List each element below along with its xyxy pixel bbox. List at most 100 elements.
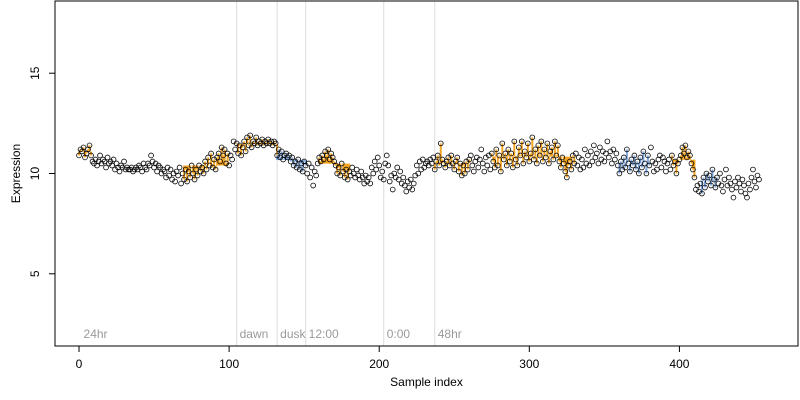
data-points — [76, 132, 762, 201]
data-point — [522, 148, 528, 155]
x-tick-label: 400 — [669, 357, 689, 371]
event-label: 0:00 — [387, 327, 411, 341]
data-point — [221, 146, 228, 153]
data-point — [469, 162, 476, 169]
event-label: dusk — [280, 327, 306, 341]
data-point — [729, 186, 735, 193]
data-point — [478, 146, 485, 153]
data-point — [618, 158, 624, 165]
data-point — [325, 146, 331, 153]
data-point — [305, 160, 312, 167]
data-point — [187, 174, 193, 181]
data-point — [172, 178, 178, 185]
data-point — [732, 178, 738, 185]
data-point — [627, 168, 633, 175]
data-point — [353, 166, 360, 173]
data-point — [673, 170, 680, 177]
data-point — [579, 156, 585, 163]
data-point — [139, 168, 145, 175]
data-point — [610, 146, 617, 153]
data-point — [616, 170, 623, 177]
data-point — [476, 156, 483, 163]
y-axis-label: Expression — [9, 144, 23, 203]
data-point — [529, 134, 536, 141]
data-point — [733, 184, 740, 191]
data-point — [604, 138, 611, 145]
data-point — [535, 142, 542, 149]
data-point — [143, 166, 150, 173]
data-point — [104, 154, 111, 161]
data-point — [464, 166, 471, 173]
data-point — [574, 162, 581, 169]
data-point — [642, 160, 648, 167]
data-point — [697, 180, 704, 187]
data-point — [185, 168, 192, 175]
data-point — [188, 162, 195, 169]
data-point — [370, 170, 377, 177]
data-point — [154, 168, 160, 175]
data-point — [510, 164, 516, 171]
data-point — [365, 174, 372, 181]
data-point — [487, 166, 494, 173]
data-point — [709, 166, 716, 173]
data-point — [559, 154, 566, 161]
x-tick-label: 200 — [369, 357, 389, 371]
data-point — [380, 176, 387, 183]
data-point — [622, 164, 629, 171]
data-point — [433, 158, 440, 165]
event-labels: dawn dusk 12:00 0:00 48hr 24hr — [84, 327, 462, 341]
data-point — [436, 162, 443, 169]
x-tick-label: 300 — [519, 357, 539, 371]
data-point — [645, 152, 651, 159]
data-point — [307, 174, 313, 181]
data-point — [367, 180, 374, 187]
data-point — [712, 184, 719, 191]
data-point — [531, 156, 537, 163]
data-point — [663, 168, 669, 175]
data-point — [597, 144, 603, 151]
event-label: dawn — [240, 327, 269, 341]
data-point — [175, 172, 181, 179]
data-point — [508, 150, 515, 157]
data-point — [253, 134, 259, 141]
data-point — [654, 166, 660, 173]
data-point — [750, 166, 756, 173]
data-point — [753, 184, 759, 191]
data-point — [708, 182, 714, 189]
data-point — [744, 194, 750, 201]
data-point — [682, 142, 689, 149]
data-point — [520, 160, 527, 167]
data-point — [467, 152, 474, 159]
data-point — [488, 150, 495, 157]
data-point — [379, 168, 386, 175]
data-point — [688, 160, 695, 167]
data-point — [278, 148, 285, 155]
data-point — [437, 140, 444, 147]
data-point — [394, 164, 401, 171]
data-point — [166, 172, 172, 179]
data-point — [373, 166, 380, 173]
data-point — [562, 168, 569, 175]
data-point — [238, 152, 244, 159]
data-point — [585, 152, 591, 159]
data-point — [726, 174, 732, 181]
data-point — [208, 150, 214, 157]
data-point — [588, 148, 594, 155]
data-point — [634, 158, 641, 165]
data-point — [580, 164, 587, 171]
y-tick-label: 5 — [28, 270, 42, 277]
data-point — [613, 150, 620, 157]
data-point — [537, 152, 543, 159]
data-point — [419, 156, 426, 163]
x-tick-label: 100 — [219, 357, 239, 371]
data-point — [295, 156, 301, 163]
data-point — [110, 156, 117, 163]
data-point — [637, 154, 644, 161]
x-axis: 0 100 200 300 400 — [76, 345, 690, 371]
data-point — [507, 158, 513, 165]
data-point — [606, 154, 612, 161]
data-point — [736, 180, 743, 187]
data-point — [568, 166, 575, 173]
data-point — [358, 168, 365, 175]
